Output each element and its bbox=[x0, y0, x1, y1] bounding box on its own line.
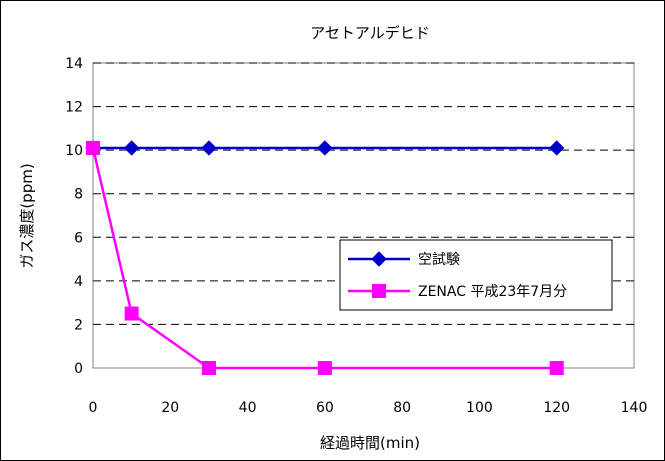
data-point bbox=[201, 361, 216, 375]
data-point bbox=[124, 306, 139, 321]
y-tick-label: 6 bbox=[74, 230, 83, 246]
plot-area bbox=[92, 62, 635, 369]
x-tick-label: 120 bbox=[543, 400, 570, 416]
y-tick-label: 14 bbox=[65, 56, 83, 72]
y-tick-label: 12 bbox=[65, 100, 83, 116]
y-axis-title: ガス濃度(ppm) bbox=[18, 163, 36, 268]
x-axis-title: 経過時間(min) bbox=[320, 434, 420, 452]
data-point bbox=[549, 361, 564, 375]
y-tick-label: 10 bbox=[65, 143, 83, 159]
x-axis-ticks: 0 20 40 60 80 100 120 140 bbox=[89, 400, 648, 416]
legend-marker bbox=[372, 284, 386, 298]
legend-marker bbox=[371, 251, 387, 267]
chart-title: アセトアルデヒド bbox=[310, 24, 430, 42]
y-tick-label: 4 bbox=[74, 274, 83, 290]
x-tick-label: 40 bbox=[239, 400, 257, 416]
y-tick-label: 0 bbox=[74, 361, 83, 377]
x-tick-label: 140 bbox=[621, 400, 648, 416]
data-point bbox=[549, 140, 565, 156]
legend-entry: 空試験 bbox=[348, 251, 460, 268]
legend: 空試験 ZENAC 平成23年7月分 bbox=[339, 239, 613, 311]
series-layer bbox=[85, 140, 565, 375]
x-tick-label: 60 bbox=[316, 400, 334, 416]
y-tick-label: 2 bbox=[74, 317, 83, 333]
legend-label: 空試験 bbox=[418, 252, 460, 268]
x-tick-label: 80 bbox=[393, 400, 411, 416]
x-tick-label: 100 bbox=[466, 400, 493, 416]
data-point bbox=[317, 140, 333, 156]
data-point bbox=[201, 140, 217, 156]
x-tick-label: 0 bbox=[89, 400, 98, 416]
data-point bbox=[317, 361, 332, 375]
series-1 bbox=[86, 140, 564, 375]
legend-entry: ZENAC 平成23年7月分 bbox=[348, 284, 567, 300]
legend-label: ZENAC 平成23年7月分 bbox=[418, 284, 567, 300]
legend-box bbox=[339, 239, 613, 311]
data-point bbox=[86, 140, 100, 155]
data-point bbox=[123, 140, 140, 156]
x-tick-label: 20 bbox=[161, 400, 179, 416]
y-tick-label: 8 bbox=[74, 187, 83, 203]
y-axis-ticks: 0 2 4 6 8 10 12 14 bbox=[65, 56, 83, 377]
